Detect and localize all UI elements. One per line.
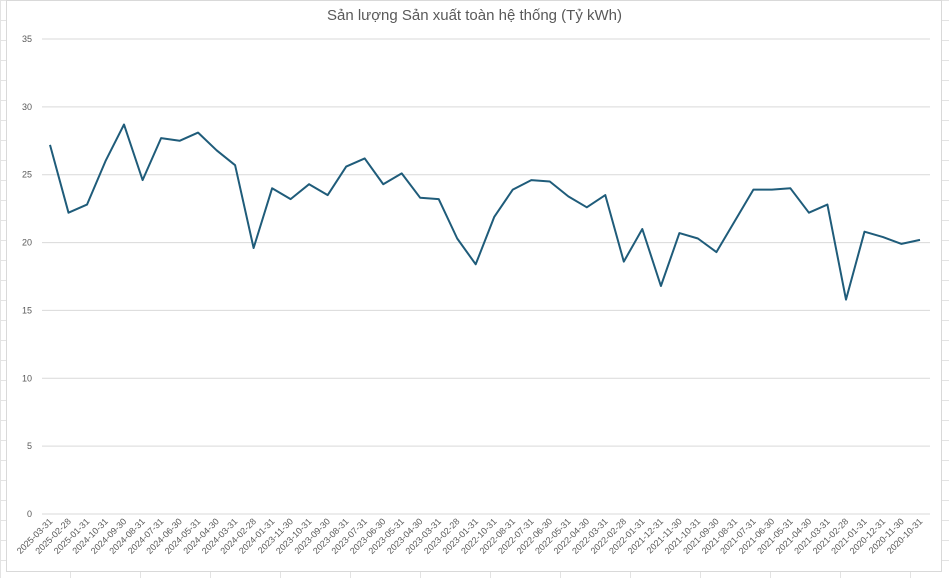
series-line (49, 123, 921, 301)
y-tick-label: 30 (22, 102, 32, 112)
y-tick-label: 0 (27, 509, 32, 519)
y-tick-label: 5 (27, 441, 32, 451)
y-tick-label: 10 (22, 373, 32, 383)
x-axis-ticks: 2025-03-312025-02-282025-01-312024-10-31… (15, 516, 925, 556)
chart-title: Sản lượng Sản xuất toàn hệ thống (Tỷ kWh… (326, 7, 623, 24)
y-tick-label: 15 (22, 305, 32, 315)
chart-area[interactable] (6, 0, 942, 572)
y-tick-label: 25 (22, 170, 32, 180)
y-tick-label: 35 (22, 34, 32, 44)
y-axis-ticks: 0 5 10 15 20 25 30 35 (22, 34, 32, 519)
gridlines (42, 38, 930, 515)
y-tick-label: 20 (22, 238, 32, 248)
